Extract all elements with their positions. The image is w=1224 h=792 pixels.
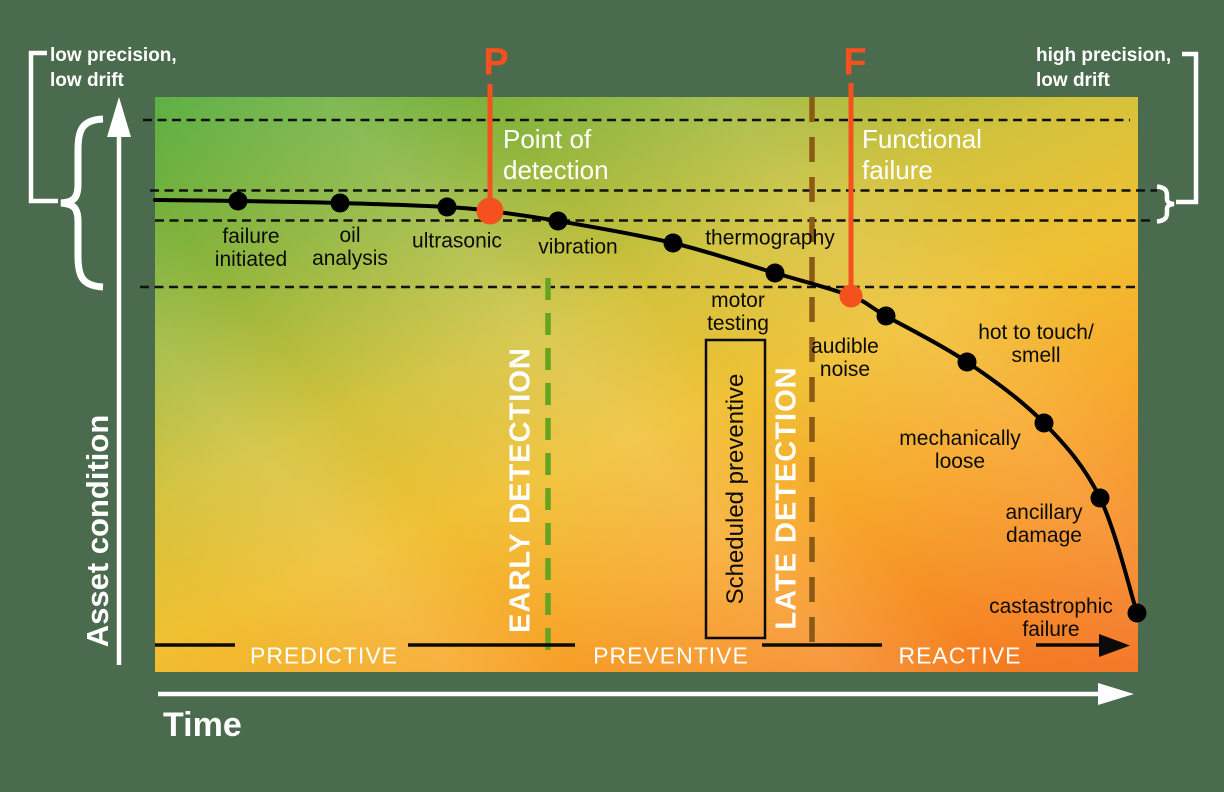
curve-point-label-13: castastrophic failure [989, 595, 1113, 641]
point-of-detection-label: Point of detection [503, 124, 609, 186]
point-of-detection-line1: Point of [503, 124, 592, 154]
functional-failure-line1: Functional [862, 124, 982, 154]
curve-point-label-1: failure initiated [214, 225, 288, 271]
right-precision-connector [1176, 51, 1199, 205]
gradient-plot-area [155, 97, 1138, 672]
point-of-detection-line2: detection [503, 155, 609, 185]
scheduled-preventive-label: Scheduled preventive [722, 373, 749, 605]
left-precision-line1: low precision, [50, 45, 177, 66]
curve-point-label-2: oil analysis [312, 224, 388, 270]
curve-point-label-7: motor testing [707, 289, 769, 335]
curve-point-label-5: vibration [538, 235, 618, 259]
p-marker-letter: P [483, 41, 509, 84]
curve-point-label-12: ancillary damage [1005, 501, 1083, 547]
curve-point-label-11: mechanically loose [899, 427, 1021, 473]
late-detection-label: LATE DETECTION [770, 366, 803, 630]
right-precision-line2: low drift [1036, 70, 1110, 91]
y-axis-arrowhead [107, 97, 131, 137]
early-detection-label: EARLY DETECTION [504, 347, 537, 633]
x-axis-arrowhead [1098, 683, 1134, 705]
curve-point-label-9: audible noise [811, 335, 879, 381]
f-marker-letter: F [843, 41, 867, 84]
right-precision-line1: high precision, [1036, 45, 1172, 66]
zone-label-predictive: PREDICTIVE [249, 642, 399, 669]
zone-label-reactive: REACTIVE [898, 642, 1022, 669]
curve-point-label-3: ultrasonic [412, 229, 502, 253]
left-precision-line2: low drift [50, 70, 124, 91]
functional-failure-line2: failure [862, 155, 933, 185]
curve-point-label-6: thermography [705, 226, 835, 250]
curve-point-label-10: hot to touch/smell [978, 321, 1094, 367]
x-axis-label: Time [163, 706, 242, 744]
zone-label-preventive: PREVENTIVE [593, 642, 749, 669]
left-brace [60, 115, 104, 291]
right-precision-label: high precision, low drift [1036, 43, 1171, 93]
functional-failure-label: Functional failure [862, 124, 982, 186]
left-precision-label: low precision, low drift [50, 43, 177, 93]
y-axis-label: Asset condition [80, 414, 115, 648]
right-brace [1156, 184, 1175, 224]
